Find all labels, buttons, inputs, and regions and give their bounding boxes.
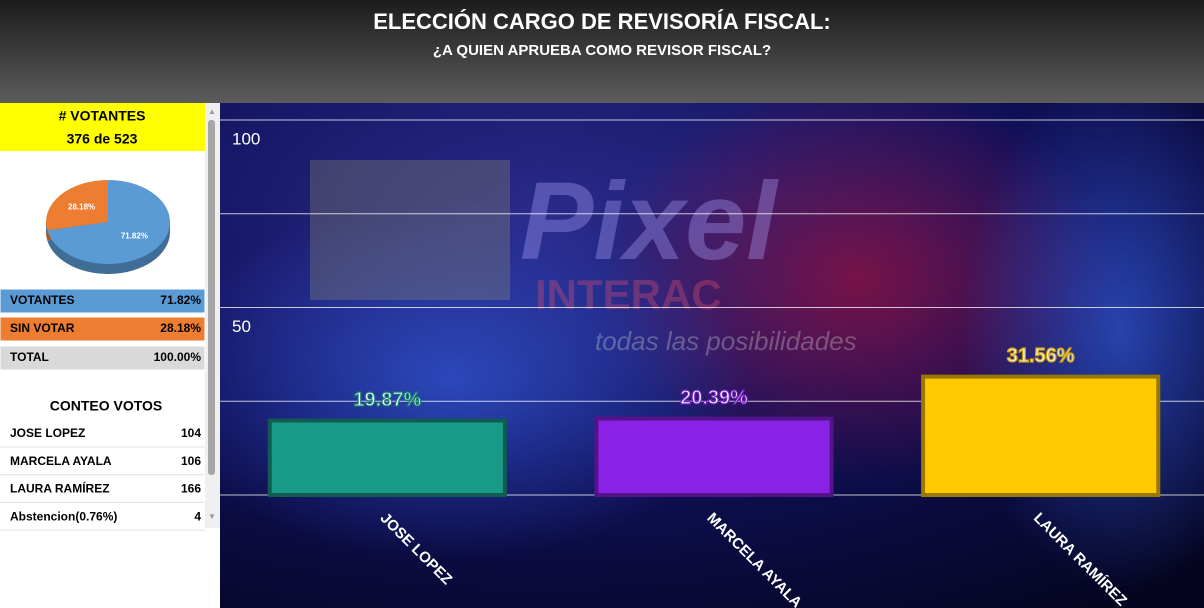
value-label: 20.39% [680, 387, 748, 409]
table-cell: JOSE LOPEZ [10, 426, 85, 440]
table-cell: 4 [194, 509, 201, 523]
bar [270, 420, 505, 495]
table-cell: VOTANTES [10, 293, 74, 307]
watermark-text: INTERAC [535, 271, 722, 318]
table-cell: TOTAL [10, 350, 49, 364]
voters-label: # VOTANTES [59, 108, 146, 124]
table-cell: LAURA RAMÍREZ [10, 481, 110, 496]
table-cell: 166 [181, 482, 201, 496]
y-tick-label: 100 [232, 129, 260, 148]
value-label: 31.56% [1007, 345, 1075, 367]
pie-chart: 71.82% 28.18% [46, 180, 170, 274]
subtitle: ¿A QUIEN APRUEBA COMO REVISOR FISCAL? [433, 42, 771, 59]
value-label: 19.87% [353, 389, 421, 411]
y-tick-label: 50 [232, 317, 251, 336]
bar [923, 377, 1158, 495]
table-cell: 71.82% [160, 293, 201, 307]
pie-label: 71.82% [121, 232, 148, 241]
table-cell: 28.18% [160, 321, 201, 335]
watermark-text: todas las posibilidades [595, 326, 857, 356]
title: ELECCIÓN CARGO DE REVISORÍA FISCAL: [373, 9, 831, 34]
table-cell: 100.00% [154, 350, 202, 364]
table-cell: SIN VOTAR [10, 321, 75, 335]
table-cell: Abstencion(0.76%) [10, 509, 117, 523]
watermark-text: Pixel [520, 160, 779, 283]
scroll-down[interactable]: ▼ [208, 512, 216, 521]
table-cell: MARCELA AYALA [10, 454, 112, 468]
scrollbar-thumb[interactable] [208, 120, 215, 475]
voters-count: 376 de 523 [67, 131, 138, 147]
bar [596, 419, 831, 495]
scroll-up[interactable]: ▲ [208, 107, 216, 116]
watermark-logo [310, 160, 510, 300]
table-cell: 104 [181, 426, 201, 440]
pie-label: 28.18% [68, 202, 95, 211]
table-cell: 106 [181, 454, 201, 468]
vote-count-title: CONTEO VOTOS [50, 398, 163, 414]
dashboard: Pixel INTERAC todas las posibilidades EL… [0, 0, 1204, 608]
